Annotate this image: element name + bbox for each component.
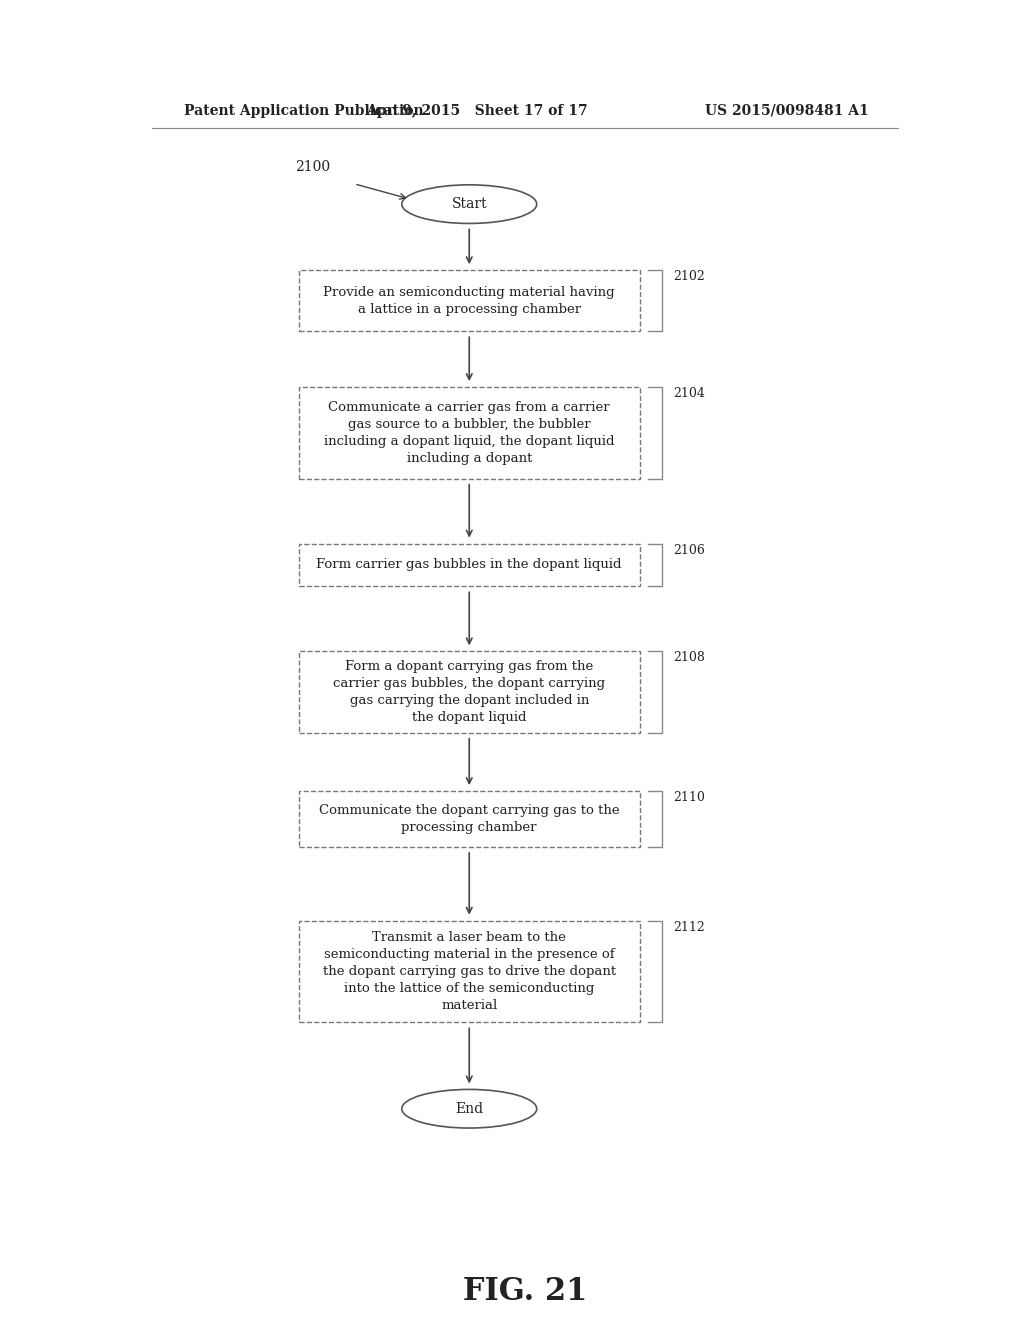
Text: 2110: 2110 [673, 791, 706, 804]
Text: 2104: 2104 [673, 387, 706, 400]
Text: 2108: 2108 [673, 651, 706, 664]
Text: FIG. 21: FIG. 21 [463, 1276, 587, 1307]
Text: Form carrier gas bubbles in the dopant liquid: Form carrier gas bubbles in the dopant l… [316, 558, 622, 572]
Text: Communicate the dopant carrying gas to the
processing chamber: Communicate the dopant carrying gas to t… [318, 804, 620, 834]
Text: Patent Application Publication: Patent Application Publication [183, 104, 423, 117]
Text: 2102: 2102 [673, 271, 705, 284]
Text: 2106: 2106 [673, 544, 706, 557]
Text: Apr. 9, 2015   Sheet 17 of 17: Apr. 9, 2015 Sheet 17 of 17 [367, 104, 588, 117]
Text: Form a dopant carrying gas from the
carrier gas bubbles, the dopant carrying
gas: Form a dopant carrying gas from the carr… [333, 660, 605, 723]
Text: Start: Start [452, 197, 487, 211]
Text: End: End [456, 1102, 483, 1115]
Text: 2100: 2100 [295, 160, 330, 174]
Text: Provide an semiconducting material having
a lattice in a processing chamber: Provide an semiconducting material havin… [324, 285, 615, 315]
Text: US 2015/0098481 A1: US 2015/0098481 A1 [705, 104, 868, 117]
Text: Communicate a carrier gas from a carrier
gas source to a bubbler, the bubbler
in: Communicate a carrier gas from a carrier… [324, 401, 614, 465]
Text: 2112: 2112 [673, 921, 705, 933]
Text: Transmit a laser beam to the
semiconducting material in the presence of
the dopa: Transmit a laser beam to the semiconduct… [323, 931, 615, 1012]
